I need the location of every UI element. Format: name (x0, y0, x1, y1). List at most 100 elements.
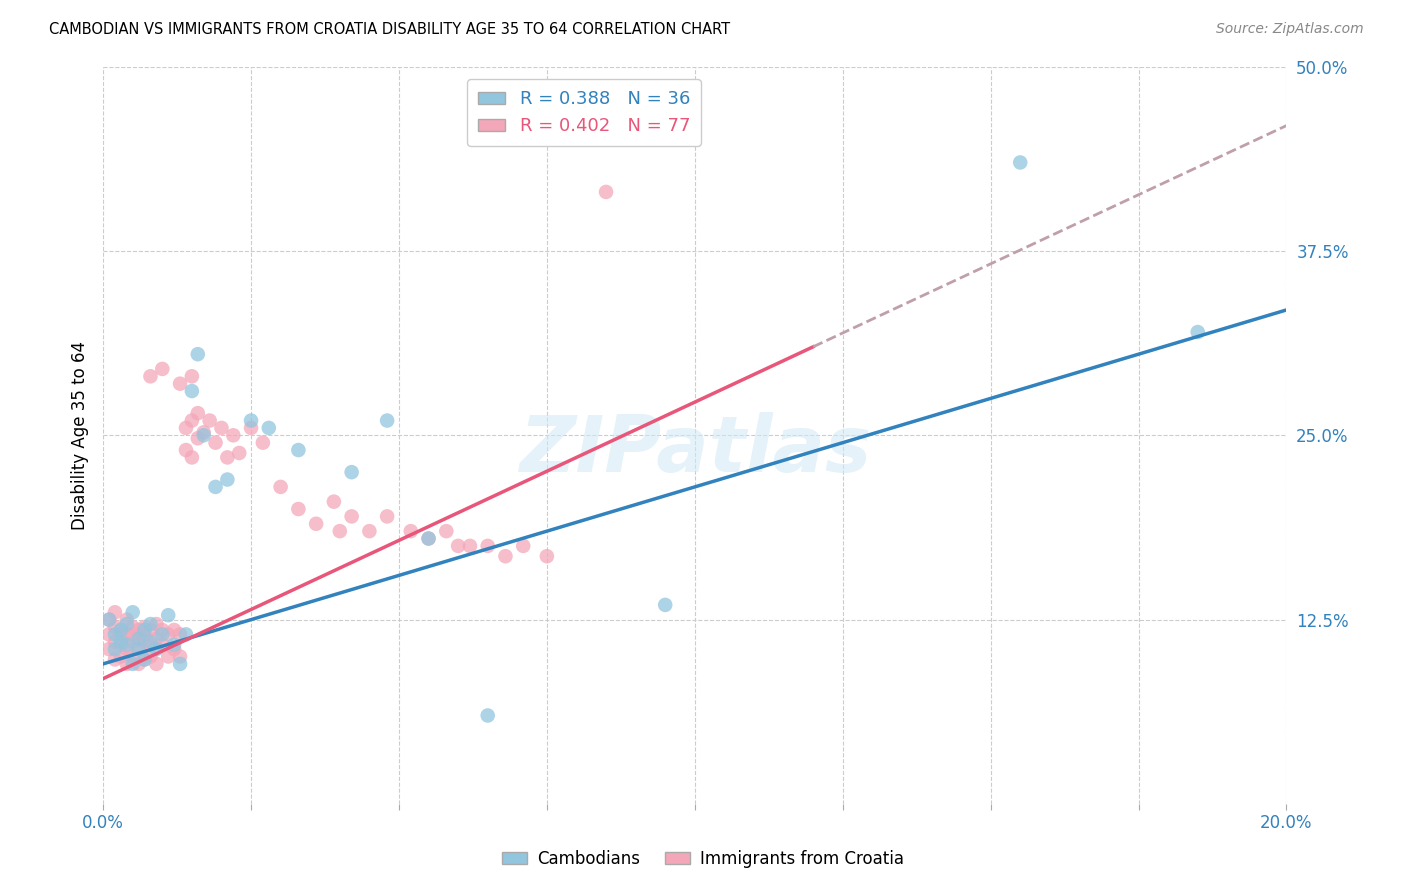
Point (217, 450, 239, 465)
Point (150, 627, 173, 641)
Point (145, 642, 167, 657)
Point (477, 708, 499, 723)
Point (222, 428, 245, 442)
Point (110, 623, 132, 637)
Text: ZIPatlas: ZIPatlas (519, 412, 870, 488)
Point (654, 598, 676, 612)
Point (340, 465, 363, 479)
Point (187, 406, 209, 420)
Point (204, 480, 226, 494)
Point (115, 638, 138, 652)
Point (180, 384, 202, 398)
Point (359, 524, 381, 538)
Point (512, 539, 534, 553)
Point (128, 623, 150, 637)
Point (157, 608, 180, 623)
Point (329, 524, 352, 538)
Point (163, 638, 186, 652)
Point (180, 413, 202, 427)
Point (134, 623, 156, 637)
Point (134, 652, 156, 666)
Point (145, 617, 167, 632)
Point (157, 649, 180, 664)
Point (287, 502, 309, 516)
Point (98, 613, 121, 627)
Point (110, 638, 132, 652)
Point (399, 524, 422, 538)
Point (240, 413, 263, 427)
Point (477, 539, 499, 553)
Legend: Cambodians, Immigrants from Croatia: Cambodians, Immigrants from Croatia (495, 844, 911, 875)
Point (139, 649, 162, 664)
Point (180, 450, 202, 465)
Point (174, 421, 197, 435)
Point (169, 657, 191, 671)
Point (134, 652, 156, 666)
Point (98, 642, 121, 657)
Point (180, 369, 202, 384)
Point (110, 649, 132, 664)
Point (375, 413, 398, 427)
Point (150, 638, 173, 652)
Point (211, 421, 233, 435)
Point (305, 516, 328, 531)
Text: CAMBODIAN VS IMMIGRANTS FROM CROATIA DISABILITY AGE 35 TO 64 CORRELATION CHART: CAMBODIAN VS IMMIGRANTS FROM CROATIA DIS… (49, 22, 730, 37)
Point (163, 642, 186, 657)
Point (418, 532, 440, 546)
Point (134, 627, 156, 641)
Point (458, 539, 481, 553)
Point (217, 473, 239, 487)
Point (104, 620, 127, 634)
Point (121, 627, 143, 641)
Point (169, 649, 191, 664)
Point (418, 532, 440, 546)
Point (228, 446, 250, 460)
Point (128, 638, 150, 652)
Point (174, 627, 197, 641)
Point (434, 524, 457, 538)
Point (322, 494, 344, 508)
Point (193, 428, 215, 442)
Point (150, 362, 173, 376)
Point (104, 642, 127, 657)
Point (110, 627, 132, 641)
Point (121, 649, 143, 664)
Point (150, 623, 173, 637)
Point (110, 623, 132, 637)
Point (115, 642, 138, 657)
Point (121, 634, 143, 648)
Point (495, 549, 517, 564)
Point (98, 613, 121, 627)
Point (134, 620, 156, 634)
Y-axis label: Disability Age 35 to 64: Disability Age 35 to 64 (72, 341, 89, 530)
Point (252, 435, 274, 450)
Point (128, 657, 150, 671)
Point (257, 421, 280, 435)
Point (193, 425, 215, 440)
Point (115, 613, 138, 627)
Text: Source: ZipAtlas.com: Source: ZipAtlas.com (1216, 22, 1364, 37)
Point (104, 627, 127, 641)
Point (340, 509, 363, 524)
Point (128, 642, 150, 657)
Point (145, 657, 167, 671)
Point (115, 617, 138, 632)
Point (139, 623, 162, 637)
Point (121, 657, 143, 671)
Point (187, 431, 209, 445)
Point (139, 369, 162, 384)
Point (98, 627, 121, 641)
Point (104, 605, 127, 619)
Point (187, 347, 209, 361)
Point (128, 632, 150, 646)
Legend: R = 0.388   N = 36, R = 0.402   N = 77: R = 0.388 N = 36, R = 0.402 N = 77 (467, 79, 700, 146)
Point (270, 480, 292, 494)
Point (536, 549, 558, 564)
Point (104, 634, 127, 648)
Point (139, 634, 162, 648)
Point (157, 627, 180, 641)
Point (115, 627, 138, 641)
Point (1010, 155, 1032, 169)
Point (104, 652, 127, 666)
Point (139, 638, 162, 652)
